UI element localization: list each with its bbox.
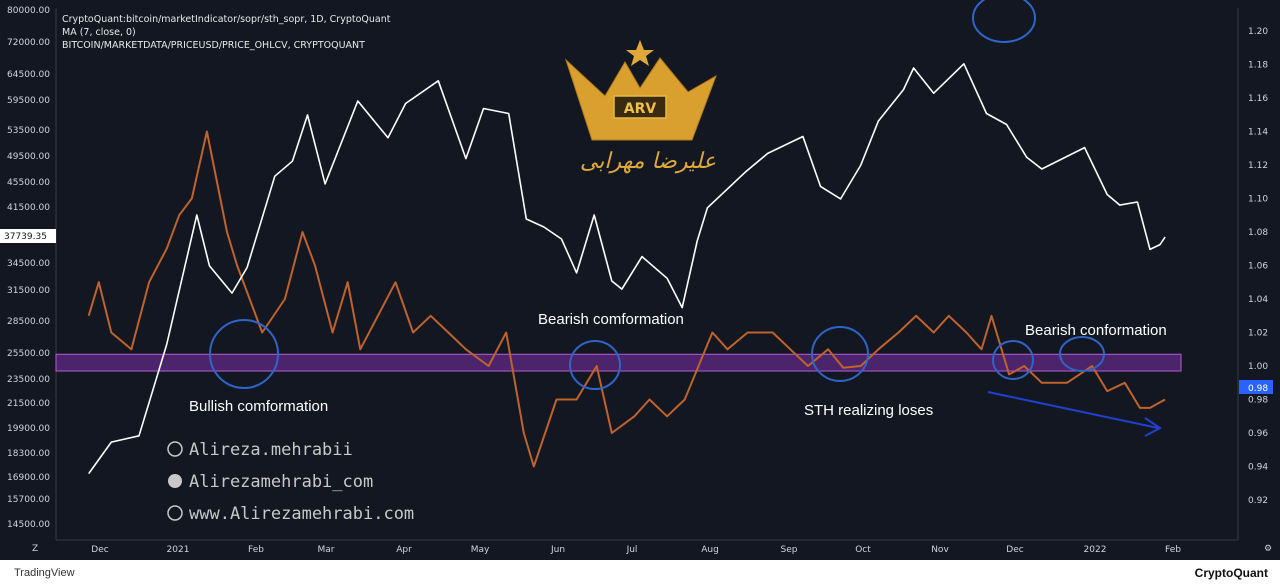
telegram-icon xyxy=(168,474,182,488)
annotation-circles xyxy=(209,0,1162,437)
globe-icon xyxy=(167,505,183,521)
annotation-bullish: Bullish comformation xyxy=(189,398,328,415)
x-tick-label: Aug xyxy=(701,545,719,555)
x-tick-label: 2021 xyxy=(167,545,190,555)
left-tick-label: 23500.00 xyxy=(7,375,50,385)
cryptoquant-brand[interactable]: CryptoQuant xyxy=(1194,566,1268,580)
left-tick-label: 80000.00 xyxy=(7,6,50,16)
left-axis: 80000.00 72000.00 64500.00 59500.00 53500.00… xyxy=(7,6,50,530)
left-tick-label: 34500.00 xyxy=(7,259,50,269)
right-tick-label: 1.18 xyxy=(1248,61,1268,71)
instagram-handle: Alireza.mehrabii xyxy=(189,440,353,460)
crown-star-icon xyxy=(626,40,654,66)
settings-icon[interactable]: ⚙ xyxy=(1264,544,1272,554)
series-layer xyxy=(87,62,1166,475)
chart: Z ⚙ 80000.00 72000.00 64500.00 59500.00 5350… xyxy=(0,0,1280,560)
website: www.Alirezamehrabi.com xyxy=(189,504,414,524)
trend-arrow-head xyxy=(1144,417,1162,437)
annotation-bearish-1: Bearish comformation xyxy=(538,311,684,328)
right-tick-label: 1.04 xyxy=(1248,295,1268,305)
right-tick-label: 1.10 xyxy=(1248,195,1268,205)
x-tick-label: Dec xyxy=(91,545,108,555)
price-line xyxy=(88,62,1166,475)
sopr-ma-line xyxy=(87,130,1166,468)
tradingview-link[interactable]: TradingView xyxy=(14,567,75,579)
left-tick-label: 49500.00 xyxy=(7,152,50,162)
legend-line-2[interactable]: MA (7, close, 0) xyxy=(62,27,136,38)
annotation-sth: STH realizing loses xyxy=(804,402,933,419)
right-tick-label: 1.16 xyxy=(1248,94,1268,104)
annotation-circle-top xyxy=(972,0,1036,43)
logo-badge xyxy=(613,95,667,119)
sopr-tag-box xyxy=(1239,380,1273,394)
x-tick-label: 2022 xyxy=(1084,545,1107,555)
x-axis: Dec 2021 Feb Mar Apr May Jun Jul Aug Sep Oct Nov Dec… xyxy=(91,545,1181,555)
x-tick-label: Feb xyxy=(248,545,264,555)
social-watermark: Alireza.mehrabii Alirezamehrabi_com www.… xyxy=(167,440,414,524)
x-tick-label: Feb xyxy=(1165,545,1181,555)
annotation-circle-bearish-2a xyxy=(992,340,1034,380)
left-tick-label: 18300.00 xyxy=(7,449,50,459)
legend-line-1[interactable]: CryptoQuant:bitcoin/marketIndicator/sopr… xyxy=(62,14,391,25)
x-tick-label: Sep xyxy=(781,545,798,555)
right-axis: 1.20 1.18 1.16 1.14 1.12 1.10 1.08 1.06 1.04 1.02… xyxy=(1248,27,1268,506)
logo-signature: علیرضا مهرابی xyxy=(580,149,716,174)
left-tick-label: 64500.00 xyxy=(7,70,50,80)
left-tick-label: 21500.00 xyxy=(7,399,50,409)
right-tick-label: 1.06 xyxy=(1248,262,1268,272)
right-tick-label: 0.96 xyxy=(1248,429,1268,439)
axis-corner-label[interactable]: Z xyxy=(32,544,38,554)
left-tick-label: 45500.00 xyxy=(7,178,50,188)
right-tick-label: 1.20 xyxy=(1248,27,1268,37)
sopr-tag: 0.98 xyxy=(1248,384,1268,394)
logo-text: ARV xyxy=(624,101,657,117)
footer: TradingView CryptoQuant xyxy=(0,560,1280,587)
left-tick-label: 72000.00 xyxy=(7,38,50,48)
annotation-bearish-2: Bearish conformation xyxy=(1025,322,1167,339)
left-tick-label: 31500.00 xyxy=(7,286,50,296)
trend-arrow xyxy=(987,391,1159,429)
left-tick-label: 15700.00 xyxy=(7,495,50,505)
x-tick-label: Dec xyxy=(1006,545,1023,555)
price-tag-box xyxy=(0,229,56,243)
right-tick-label: 1.12 xyxy=(1248,161,1268,171)
instagram-icon xyxy=(167,441,183,457)
x-tick-label: Oct xyxy=(855,545,871,555)
x-tick-label: Nov xyxy=(931,545,949,555)
left-tick-label: 53500.00 xyxy=(7,126,50,136)
right-tick-label: 0.98 xyxy=(1248,396,1268,406)
left-tick-label: 41500.00 xyxy=(7,203,50,213)
right-tick-label: 1.14 xyxy=(1248,128,1268,138)
left-tick-label: 19900.00 xyxy=(7,424,50,434)
left-tick-label: 16900.00 xyxy=(7,473,50,483)
x-tick-label: Jul xyxy=(626,545,638,555)
annotation-circle-sth xyxy=(811,326,869,382)
right-tick-label: 0.92 xyxy=(1248,496,1268,506)
annotation-circle-bearish-2b xyxy=(1059,336,1105,372)
right-tick-label: 1.00 xyxy=(1248,362,1268,372)
x-tick-label: Apr xyxy=(396,545,412,555)
right-tick-label: 1.08 xyxy=(1248,228,1268,238)
crown-logo: ARV علیرضا مهرابی xyxy=(564,40,717,174)
annotation-circle-bearish-1 xyxy=(569,340,621,390)
left-tick-label: 25500.00 xyxy=(7,349,50,359)
x-tick-label: Jun xyxy=(550,545,565,555)
right-tick-label: 1.02 xyxy=(1248,329,1268,339)
price-tag: 37739.35 xyxy=(4,232,47,242)
left-tick-label: 28500.00 xyxy=(7,317,50,327)
right-tick-label: 0.94 xyxy=(1248,463,1268,473)
x-tick-label: Mar xyxy=(318,545,335,555)
telegram-handle: Alirezamehrabi_com xyxy=(189,472,373,492)
left-tick-label: 14500.00 xyxy=(7,520,50,530)
annotation-circle-bullish xyxy=(209,319,279,389)
x-tick-label: May xyxy=(471,545,490,555)
left-tick-label: 59500.00 xyxy=(7,96,50,106)
legend-line-3[interactable]: BITCOIN/MARKETDATA/PRICEUSD/PRICE_OHLCV,… xyxy=(62,40,365,51)
